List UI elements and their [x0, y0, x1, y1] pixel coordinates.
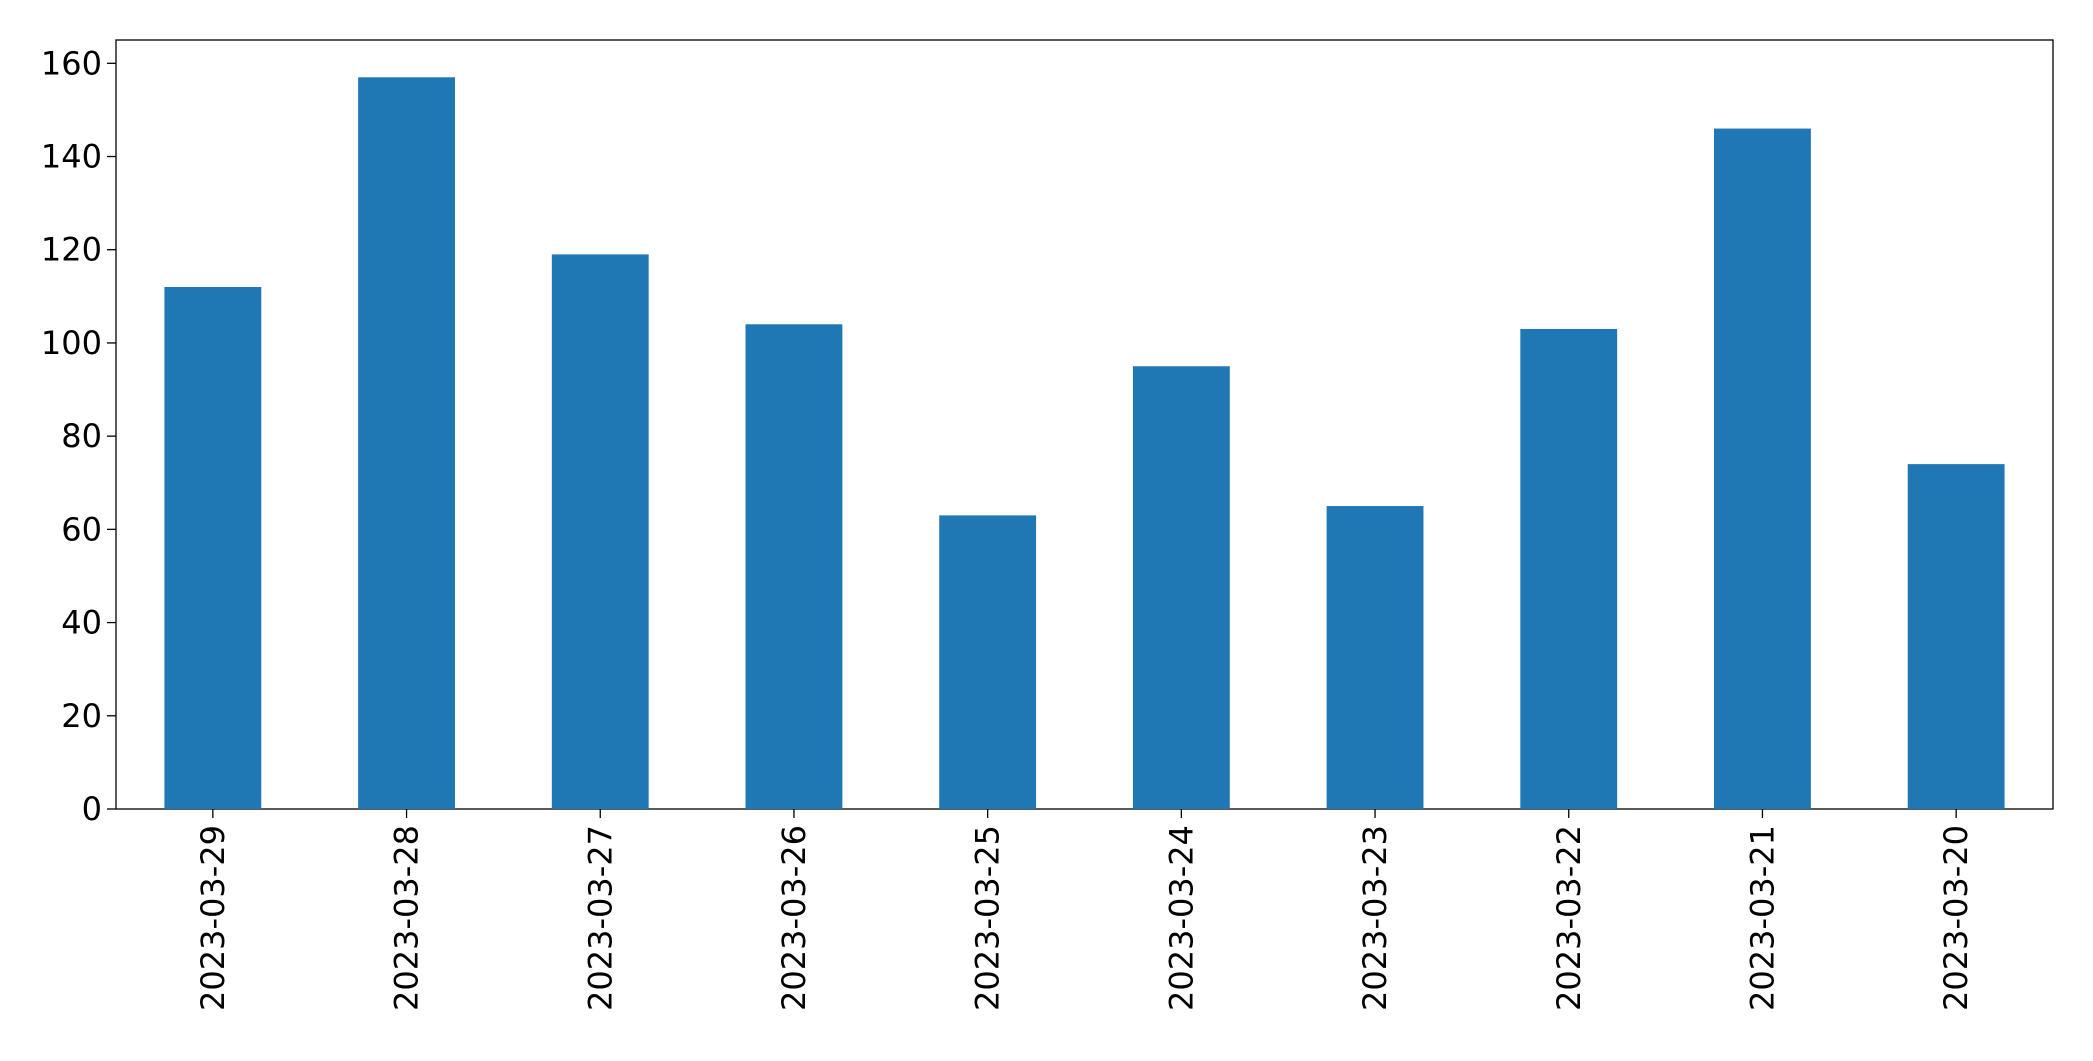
- y-tick-label: 0: [82, 790, 102, 828]
- x-tick-label: 2023-03-23: [1356, 825, 1394, 1011]
- bar: [358, 77, 455, 809]
- bar: [1714, 128, 1811, 809]
- y-tick-label: 140: [41, 138, 102, 176]
- bar: [1132, 366, 1230, 809]
- x-tick-label: 2023-03-22: [1550, 825, 1588, 1011]
- y-tick-label: 80: [61, 417, 102, 455]
- x-tick-label: 2023-03-21: [1743, 825, 1781, 1011]
- bar: [551, 254, 649, 809]
- y-tick-label: 160: [41, 44, 102, 82]
- y-tick-label: 100: [41, 324, 102, 362]
- x-tick-label: 2023-03-24: [1162, 825, 1200, 1011]
- plot-frame: [115, 39, 2054, 810]
- bar: [745, 324, 843, 809]
- y-tick-label: 20: [61, 697, 102, 735]
- x-tick-label: 2023-03-28: [388, 825, 426, 1011]
- y-tick-label: 60: [61, 510, 102, 548]
- bar: [164, 287, 262, 810]
- x-tick-label: 2023-03-27: [581, 825, 619, 1011]
- x-tick-label: 2023-03-20: [1937, 825, 1975, 1011]
- x-tick-label: 2023-03-26: [775, 825, 813, 1011]
- bar: [1520, 328, 1618, 809]
- y-tick-label: 40: [61, 604, 102, 642]
- bar: [1907, 464, 2005, 809]
- bar: [939, 515, 1037, 809]
- y-tick-label: 120: [41, 231, 102, 269]
- x-tick-label: 2023-03-29: [194, 825, 232, 1011]
- x-tick-label: 2023-03-25: [969, 825, 1007, 1011]
- bar: [1326, 506, 1424, 809]
